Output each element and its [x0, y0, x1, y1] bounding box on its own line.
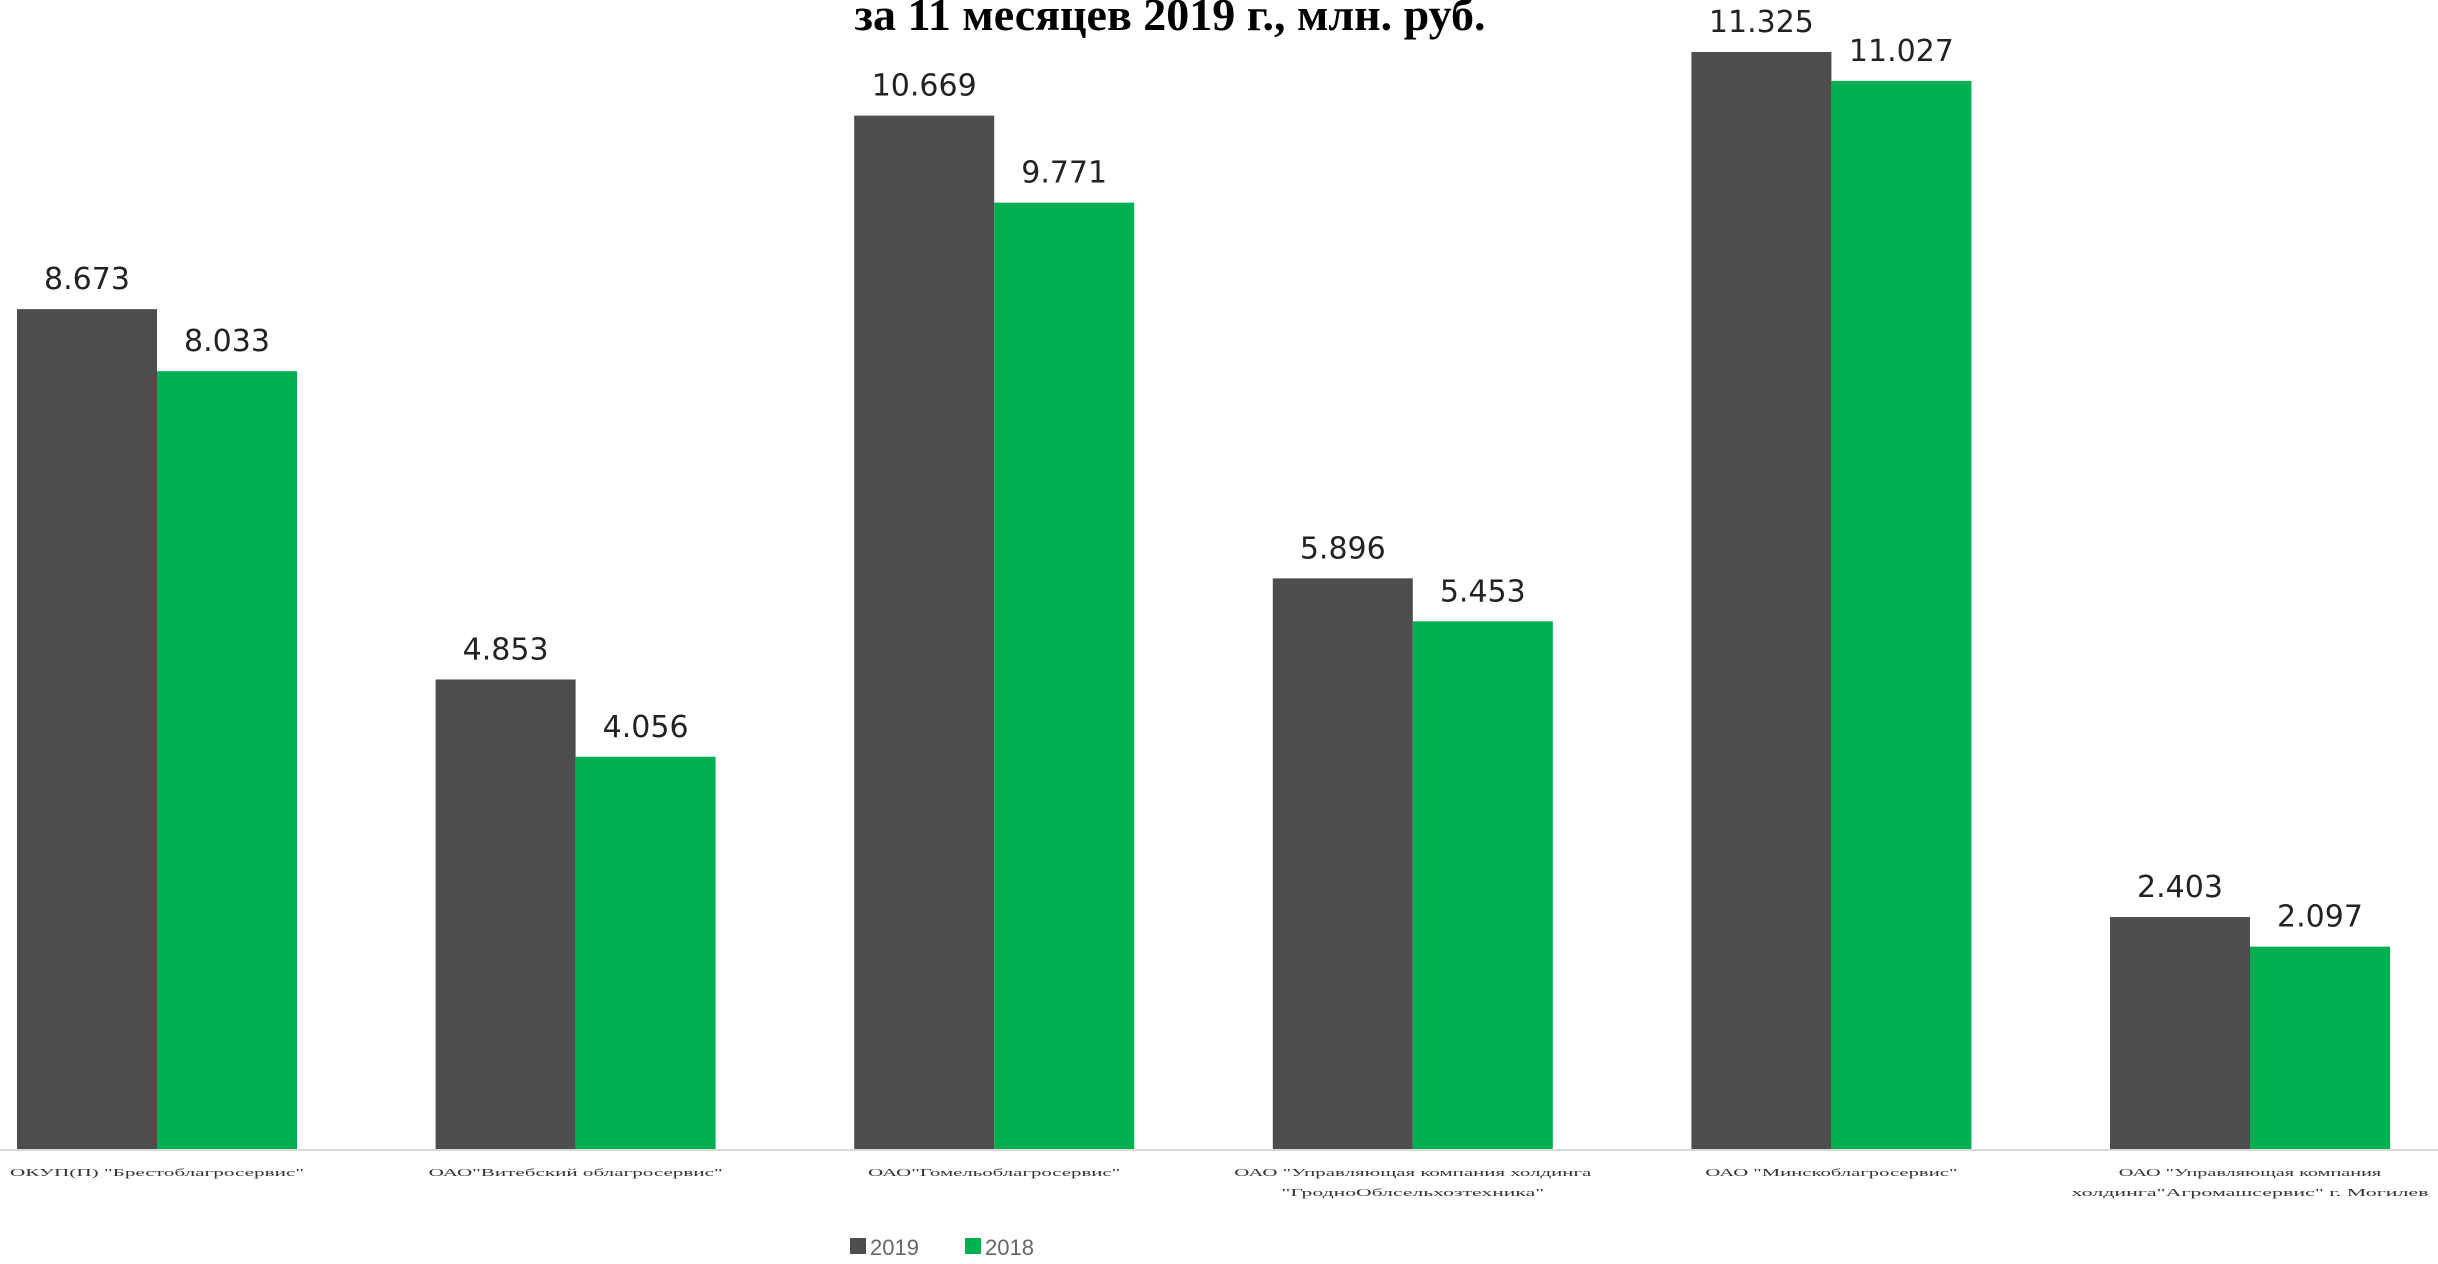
bar-2019-0	[17, 309, 157, 1150]
legend-label-2019: 2019	[870, 1235, 919, 1260]
data-label-2019-0: 8.673	[44, 262, 130, 297]
data-label-2019-2: 10.669	[872, 69, 977, 104]
chart-title: за 11 месяцев 2019 г., млн. руб.	[854, 0, 1485, 40]
category-label-2-0: ОАО"Гомельоблагросервис"	[868, 1167, 1120, 1179]
legend: 2019 2018	[850, 1235, 1034, 1260]
data-label-2018-2: 9.771	[1021, 156, 1107, 191]
bar-2019-2	[854, 115, 995, 1151]
bar-2018-0	[157, 371, 297, 1150]
data-label-2018-4: 11.027	[1849, 34, 1954, 69]
data-label-2018-3: 5.453	[1440, 574, 1526, 609]
data-label-2019-5: 2.403	[2137, 870, 2223, 905]
category-label-5-0: ОАО "Управляющая компания	[2119, 1167, 2382, 1179]
category-label-3-1: "ГродноОблсельхозтехника"	[1282, 1187, 1545, 1199]
bar-2018-3	[1412, 621, 1553, 1150]
data-label-2018-0: 8.033	[184, 324, 270, 359]
legend-swatch-2019	[850, 1238, 866, 1254]
bar-2018-4	[1831, 80, 1972, 1150]
bars-group: 8.673 8.033 4.853 4.056 10.669 9.771 5.896 5.45…	[17, 5, 2390, 1151]
data-label-2019-4: 11.325	[1709, 5, 1814, 40]
legend-swatch-2018	[965, 1238, 981, 1254]
category-label-1-0: ОАО"Витебский облагросервис"	[429, 1167, 723, 1179]
data-label-2019-3: 5.896	[1300, 531, 1386, 566]
legend-label-2018: 2018	[985, 1235, 1034, 1260]
data-label-2018-1: 4.056	[603, 710, 689, 745]
bar-2018-5	[2250, 946, 2390, 1150]
category-label-3-0: ОАО "Управляющая компания холдинга	[1234, 1167, 1591, 1179]
bar-2019-1	[435, 679, 576, 1150]
bar-2018-2	[994, 202, 1135, 1150]
category-label-5-1: холдинга"Агромашсервис" г. Могилев	[2072, 1187, 2429, 1199]
category-label-4-0: ОАО "Минскоблагросервис"	[1705, 1167, 1957, 1179]
bar-2019-4	[1691, 52, 1832, 1150]
bar-2018-1	[575, 756, 716, 1150]
data-label-2018-5: 2.097	[2277, 900, 2363, 935]
data-label-2019-1: 4.853	[463, 632, 549, 667]
bar-2019-3	[1272, 578, 1413, 1150]
bar-2019-5	[2110, 917, 2250, 1150]
category-label-0-0: ОКУП(П) "Брестоблагросервис"	[10, 1167, 304, 1179]
category-labels: ОКУП(П) "Брестоблагросервис" ОАО"Витебски…	[10, 1167, 2429, 1199]
